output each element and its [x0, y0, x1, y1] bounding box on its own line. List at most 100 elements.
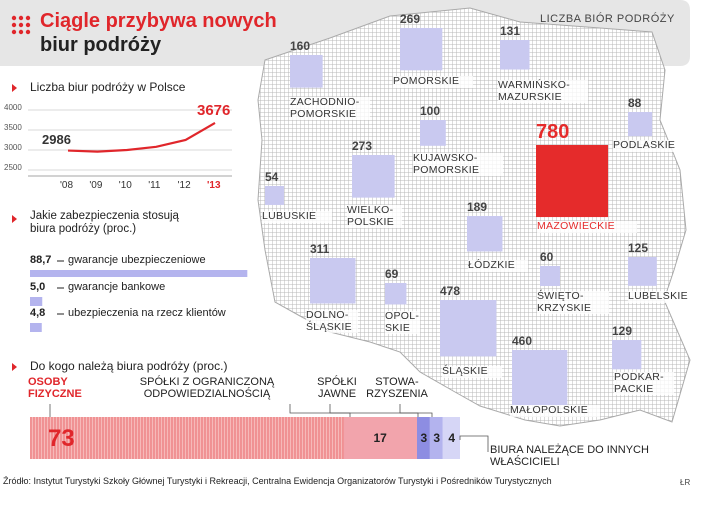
leader-line — [329, 404, 419, 417]
legend-label: OSOBY FIZYCZNE — [28, 376, 82, 401]
chart-title: LICZBA BIÓR PODRÓŻY — [540, 13, 675, 25]
region-square — [500, 40, 530, 70]
y-tick-label: 3000 — [4, 143, 22, 152]
segment — [429, 417, 443, 459]
y-tick-label: 3500 — [4, 123, 22, 132]
region-square — [467, 216, 503, 252]
region-label: KUJAWSKO-POMORSKIE — [413, 152, 503, 177]
region-square — [440, 300, 497, 357]
region-value: 69 — [385, 267, 399, 281]
data-label: 2986 — [42, 131, 71, 147]
region-square — [628, 257, 657, 286]
value-label: 73 — [48, 425, 75, 452]
region-square — [612, 340, 642, 370]
line — [67, 122, 216, 153]
chart-title: Liczba biur podróży w Polsce — [30, 80, 186, 94]
legend-label: STOWA-RZYSZENIA — [366, 376, 428, 401]
region-value: 269 — [400, 12, 421, 26]
region-label: POMORSKIE — [393, 75, 473, 88]
region-label: PODLASKIE — [613, 139, 693, 152]
x-tick-label: '10 — [118, 180, 132, 191]
region-label: ŁÓDZKIE — [468, 259, 528, 272]
region-label: DOLNO-ŚLĄSKIE — [306, 309, 358, 334]
value-label: 17 — [373, 431, 387, 445]
legend-label: SPÓŁKI Z OGRANICZONĄ ODPOWIEDZIALNOŚCIĄ — [139, 376, 275, 401]
x-tick-label: '13 — [207, 180, 221, 191]
section-markers — [12, 84, 17, 371]
bar — [30, 297, 43, 306]
region-square — [536, 145, 609, 218]
region-value: 60 — [540, 250, 554, 264]
y-tick-label: 4000 — [4, 103, 22, 112]
x-tick-label: '09 — [89, 180, 103, 191]
value-label: 4,8 — [30, 307, 46, 319]
value-label: 3 — [420, 431, 428, 445]
region-value: 129 — [612, 324, 633, 338]
region-label: WIELKO-POLSKIE — [347, 204, 402, 229]
region-square — [385, 283, 407, 305]
region-label: WARMIŃSKO-MAZURSKIE — [498, 79, 588, 104]
chart-title: Jakie zabezpieczenia stosują biura podró… — [30, 210, 179, 235]
category-label: gwarancje bankowe — [68, 281, 166, 293]
region-label: MAŁOPOLSKIE — [510, 404, 600, 417]
value-label: 3 — [433, 431, 441, 445]
region-square — [265, 186, 284, 205]
region-value: 131 — [500, 24, 521, 38]
value-label: 4 — [448, 431, 456, 445]
region-value: 100 — [420, 104, 441, 118]
region-square — [352, 155, 395, 198]
region-value: 311 — [310, 242, 330, 256]
source: Źródło: Instytut Turystyki Szkoły Główne… — [3, 476, 552, 486]
value-label: 5,0 — [30, 281, 46, 293]
x-tick-label: '11 — [148, 180, 161, 191]
legend-label: BIURA NALEŻĄCE DO INNYCH WŁAŚCICIELI — [490, 444, 649, 469]
region-value: 780 — [536, 121, 570, 143]
category-label: ubezpieczenia na rzecz klientów — [68, 307, 226, 319]
region-value: 478 — [440, 284, 461, 298]
region-value: 460 — [512, 334, 533, 348]
segment-hatch — [30, 417, 344, 459]
region-label: ŚLĄSKIE — [442, 365, 502, 378]
chart-title: Do kogo należą biura podróży (proc.) — [30, 359, 228, 373]
region-square — [290, 55, 323, 88]
region-value: 189 — [467, 200, 488, 214]
region-value: 273 — [352, 139, 373, 153]
title: Ciągle przybywa nowych — [40, 10, 277, 32]
region-square — [512, 350, 568, 406]
bar — [30, 323, 42, 332]
region-square — [400, 28, 443, 71]
value-label: 88,7 — [30, 254, 52, 266]
credit: ŁR — [680, 478, 691, 487]
region-label: LUBELSKIE — [628, 290, 698, 303]
legend-label: SPÓŁKI JAWNE — [317, 376, 357, 401]
region-label: ŚWIĘTO-KRZYSKIE — [537, 290, 609, 315]
title-icon — [11, 15, 31, 35]
x-tick-label: '12 — [177, 180, 191, 191]
bar — [30, 270, 248, 277]
region-value: 54 — [265, 170, 279, 184]
region-value: 125 — [628, 241, 649, 255]
leader-line — [289, 404, 351, 417]
segment — [417, 417, 430, 459]
segment — [343, 417, 417, 459]
leader-line — [459, 435, 489, 452]
x-tick-label: '08 — [60, 180, 74, 191]
segment — [442, 417, 460, 459]
region-label: OPOL-SKIE — [385, 310, 420, 335]
data-label: 3676 — [197, 101, 231, 119]
category-label: gwarancje ubezpieczeniowe — [68, 254, 206, 266]
region-square — [310, 258, 356, 304]
region-square — [628, 112, 653, 137]
region-square — [420, 120, 446, 146]
region-value: 88 — [628, 96, 642, 110]
region-square — [540, 266, 560, 286]
leader-line — [399, 404, 433, 417]
region-label: LUBUSKIE — [262, 210, 332, 223]
title: biur podróży — [40, 34, 162, 56]
region-value: 160 — [290, 39, 311, 53]
y-tick-label: 2500 — [4, 163, 22, 172]
region-label: MAZOWIECKIE — [537, 220, 637, 233]
region-label: PODKAR-PACKIE — [614, 371, 674, 396]
region-label: ZACHODNIO-POMORSKIE — [290, 96, 370, 121]
